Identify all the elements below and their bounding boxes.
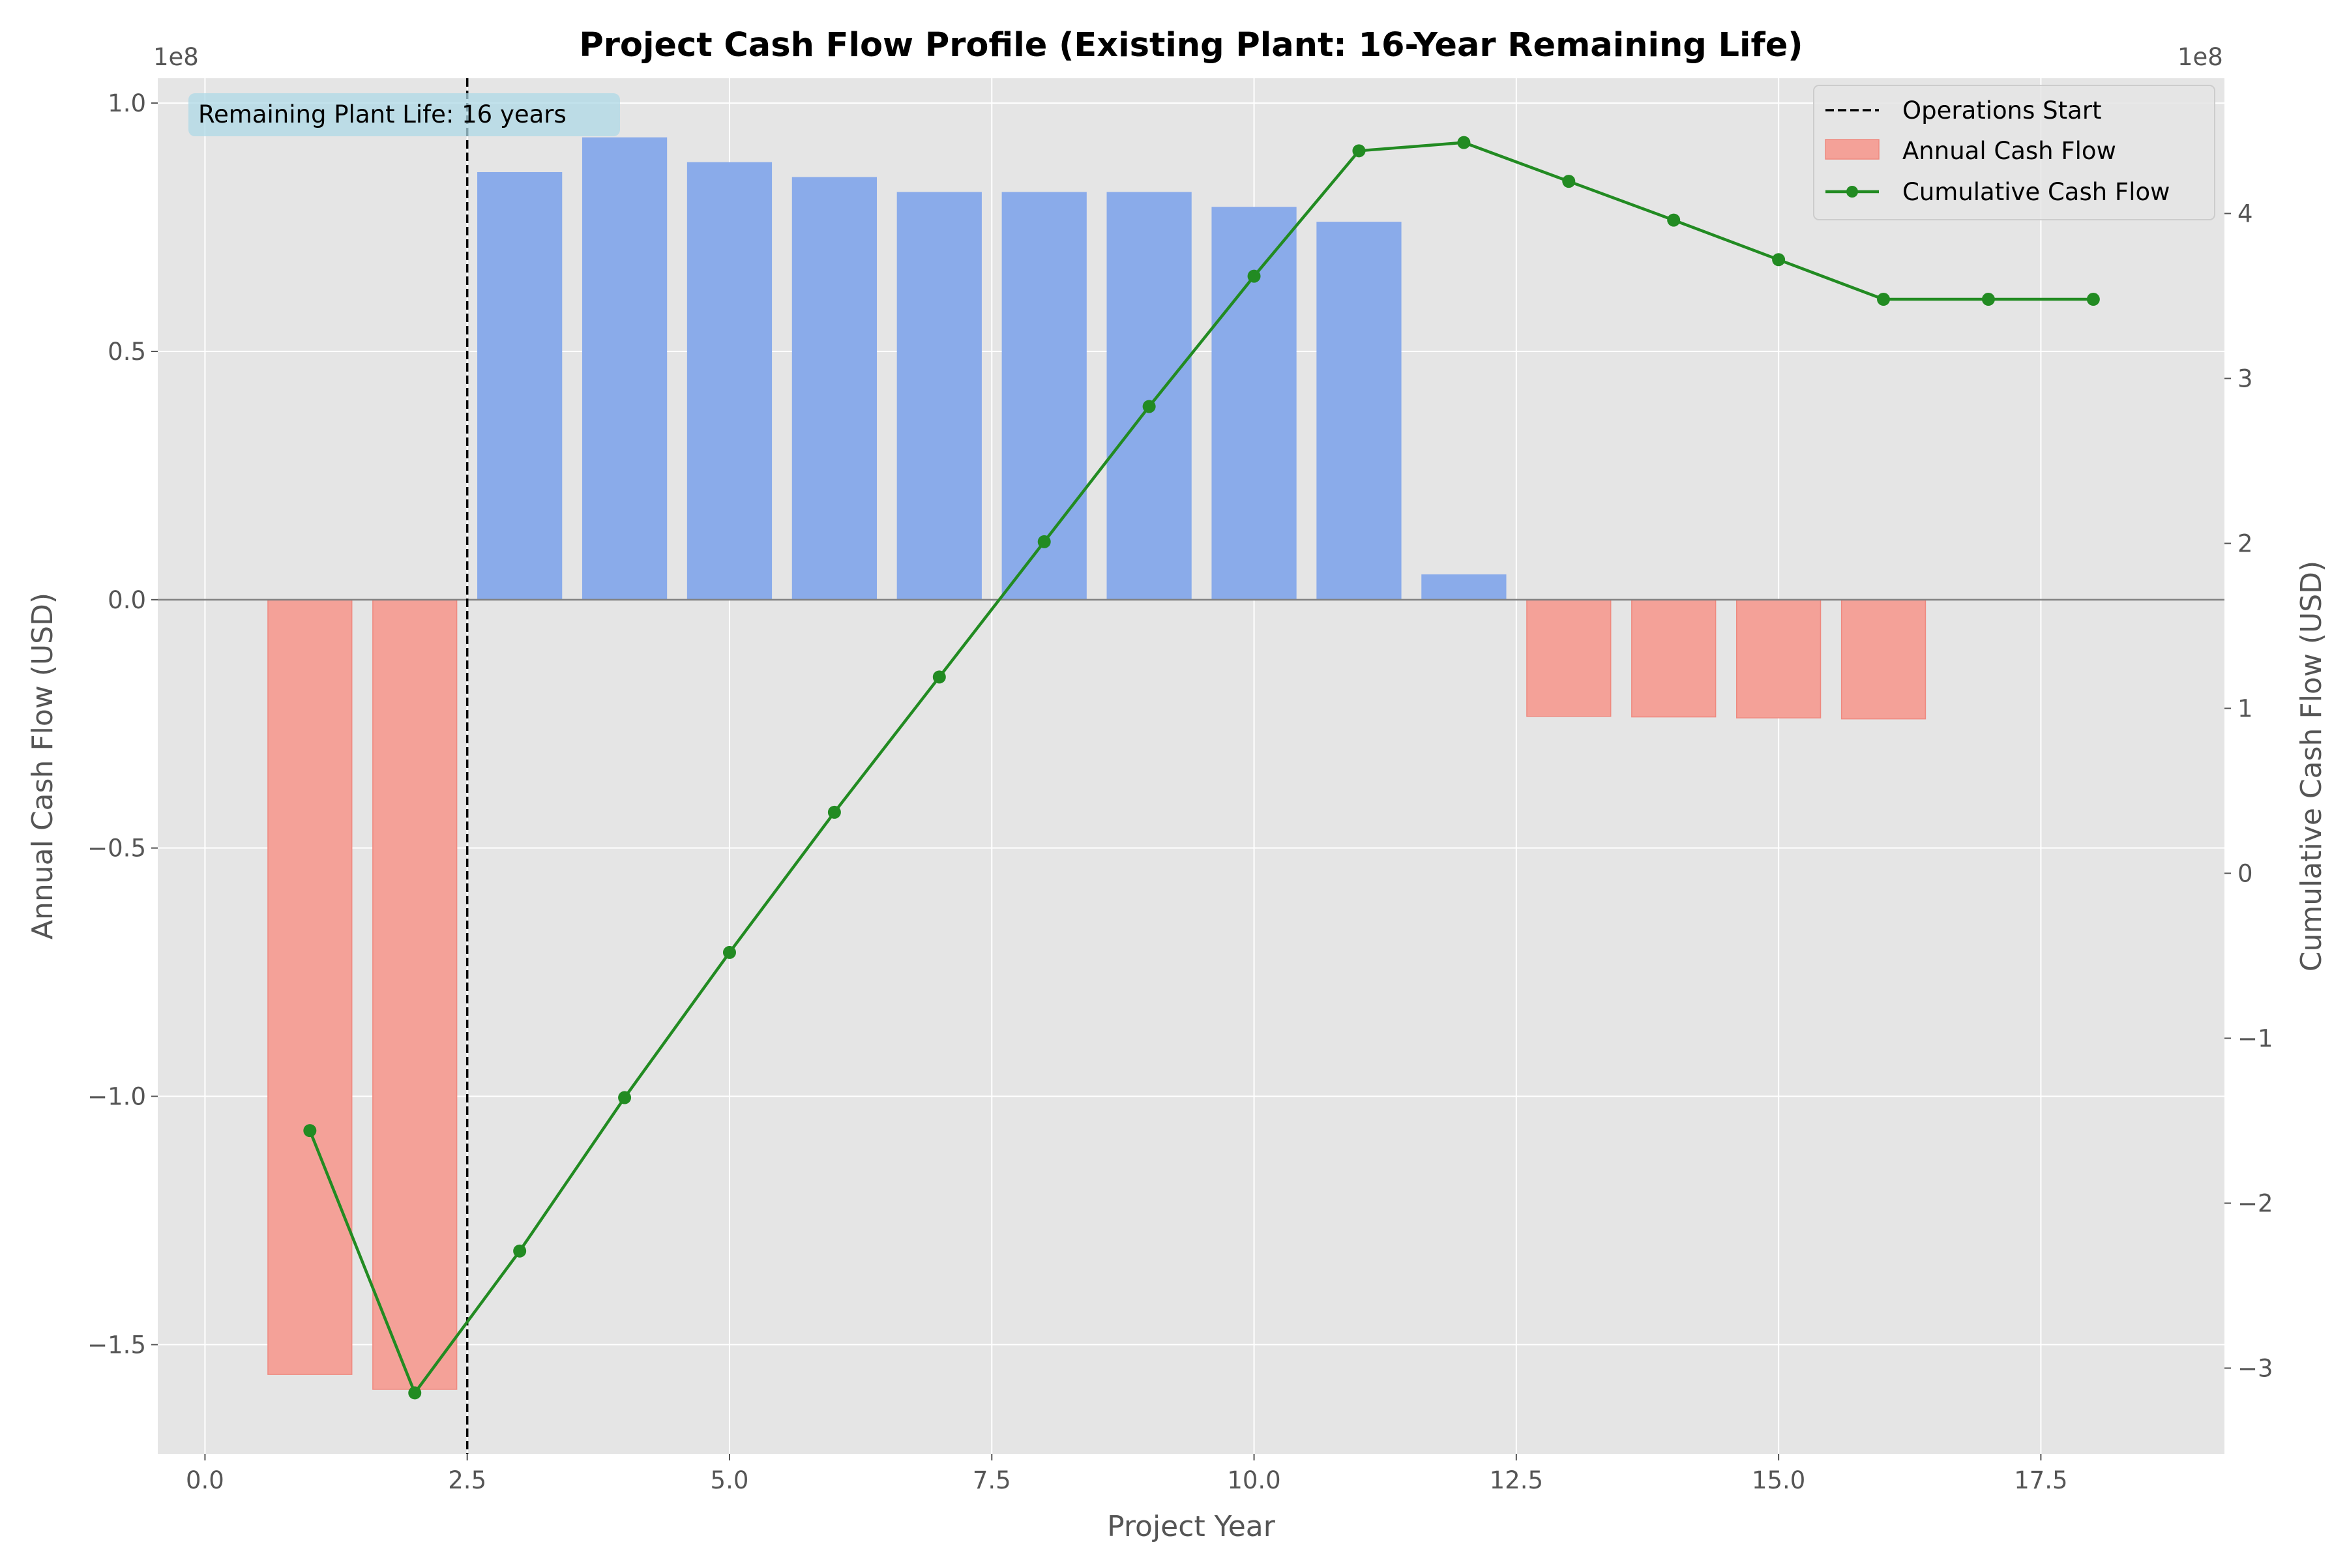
x-tick-label: 0.0 bbox=[186, 1466, 224, 1494]
cumulative-cash-flow-point bbox=[1877, 293, 1891, 306]
cumulative-cash-flow-point bbox=[2086, 293, 2100, 306]
annual-cash-flow-bar bbox=[1001, 192, 1087, 600]
annotation-text: Remaining Plant Life: 16 years bbox=[198, 100, 567, 128]
y-right-tick-label: 4 bbox=[2237, 200, 2253, 228]
x-axis-label: Project Year bbox=[1107, 1510, 1276, 1543]
left-axis-offset: 1e8 bbox=[153, 43, 199, 71]
annual-cash-flow-bar bbox=[267, 599, 353, 1375]
annual-cash-flow-bar bbox=[477, 171, 563, 600]
annual-cash-flow-bar bbox=[582, 137, 668, 600]
legend-annual-swatch bbox=[1825, 139, 1880, 160]
x-tick-label: 2.5 bbox=[448, 1466, 486, 1494]
y-tick-label: 1.0 bbox=[108, 89, 146, 117]
x-tick-label: 10.0 bbox=[1227, 1466, 1280, 1494]
cumulative-cash-flow-line bbox=[308, 141, 2093, 1395]
x-tick-label: 12.5 bbox=[1490, 1466, 1543, 1494]
annual-cash-flow-bar bbox=[1421, 574, 1507, 600]
cumulative-cash-flow-point bbox=[1981, 293, 1995, 306]
x-tick-label: 15.0 bbox=[1752, 1466, 1805, 1494]
y-tick-label: −1.5 bbox=[87, 1331, 146, 1359]
legend: Operations Start Annual Cash Flow Cumula… bbox=[1813, 85, 2215, 220]
annual-cash-flow-bar bbox=[1840, 599, 1926, 720]
annual-cash-flow-bar bbox=[1736, 599, 1822, 718]
cumulative-cash-flow-point bbox=[1772, 253, 1786, 267]
chart-title: Project Cash Flow Profile (Existing Plan… bbox=[579, 26, 1803, 65]
cumulative-cash-flow-point bbox=[618, 1091, 632, 1104]
legend-cumulative-marker bbox=[1846, 186, 1858, 198]
annual-cash-flow-bar bbox=[896, 192, 982, 600]
legend-annual-label: Annual Cash Flow bbox=[1902, 137, 2116, 165]
cumulative-cash-flow-point bbox=[932, 670, 946, 684]
cumulative-cash-flow-series bbox=[303, 136, 2100, 1400]
legend-box bbox=[1813, 85, 2215, 220]
x-tick-label: 17.5 bbox=[2014, 1466, 2067, 1494]
cumulative-cash-flow-point bbox=[1667, 213, 1681, 227]
cumulative-cash-flow-point bbox=[1562, 175, 1576, 188]
annual-cash-flow-bar bbox=[791, 177, 878, 600]
axes: 0.0 2.5 5.0 7.5 10.0 12.5 15.0 17.5−1.5−1.0−0.5… bbox=[87, 89, 2273, 1494]
annotation-box bbox=[188, 93, 620, 136]
y-tick-label: −0.5 bbox=[87, 835, 146, 863]
cumulative-cash-flow-point bbox=[513, 1244, 527, 1258]
y-axis-label-left: Annual Cash Flow (USD) bbox=[26, 593, 59, 939]
y-right-tick-label: 2 bbox=[2237, 529, 2253, 557]
y-right-tick-label: 0 bbox=[2237, 859, 2253, 887]
y-tick-label: 0.0 bbox=[108, 586, 146, 614]
legend-cumulative-label: Cumulative Cash Flow bbox=[1902, 178, 2170, 206]
cumulative-cash-flow-point bbox=[1457, 136, 1471, 149]
y-axis-label-right: Cumulative Cash Flow (USD) bbox=[2295, 561, 2328, 971]
legend-ops-label: Operations Start bbox=[1902, 96, 2102, 125]
cumulative-cash-flow-point bbox=[1352, 144, 1366, 158]
annual-cash-flow-bar bbox=[1106, 192, 1192, 600]
annual-cash-flow-bar bbox=[1526, 599, 1612, 717]
cumulative-cash-flow-point bbox=[1037, 535, 1051, 548]
annual-cash-flow-bar bbox=[372, 599, 458, 1390]
cumulative-cash-flow-point bbox=[303, 1124, 317, 1138]
y-right-tick-label: 1 bbox=[2237, 694, 2253, 722]
y-tick-label: −1.0 bbox=[87, 1083, 146, 1111]
x-tick-label: 5.0 bbox=[711, 1466, 749, 1494]
y-right-tick-label: 3 bbox=[2237, 364, 2253, 392]
y-right-tick-label: −2 bbox=[2237, 1189, 2273, 1217]
x-tick-label: 7.5 bbox=[973, 1466, 1011, 1494]
cumulative-cash-flow-point bbox=[408, 1386, 422, 1400]
annual-cash-flow-bar bbox=[686, 162, 773, 600]
y-tick-label: 0.5 bbox=[108, 338, 146, 366]
cumulative-cash-flow-point bbox=[827, 805, 841, 819]
cumulative-cash-flow-point bbox=[722, 945, 736, 959]
y-right-tick-label: −1 bbox=[2237, 1024, 2273, 1052]
cumulative-cash-flow-point bbox=[1247, 269, 1261, 283]
annual-cash-flow-bar bbox=[1631, 599, 1717, 718]
reference-lines bbox=[158, 78, 2224, 1454]
right-axis-offset: 1e8 bbox=[2177, 43, 2223, 71]
y-right-tick-label: −3 bbox=[2237, 1354, 2273, 1382]
plant-life-annotation: Remaining Plant Life: 16 years bbox=[188, 93, 620, 136]
annual-cash-flow-bar bbox=[1316, 222, 1402, 600]
cumulative-cash-flow-point bbox=[1142, 400, 1156, 413]
annual-cash-flow-bar bbox=[1211, 207, 1297, 600]
